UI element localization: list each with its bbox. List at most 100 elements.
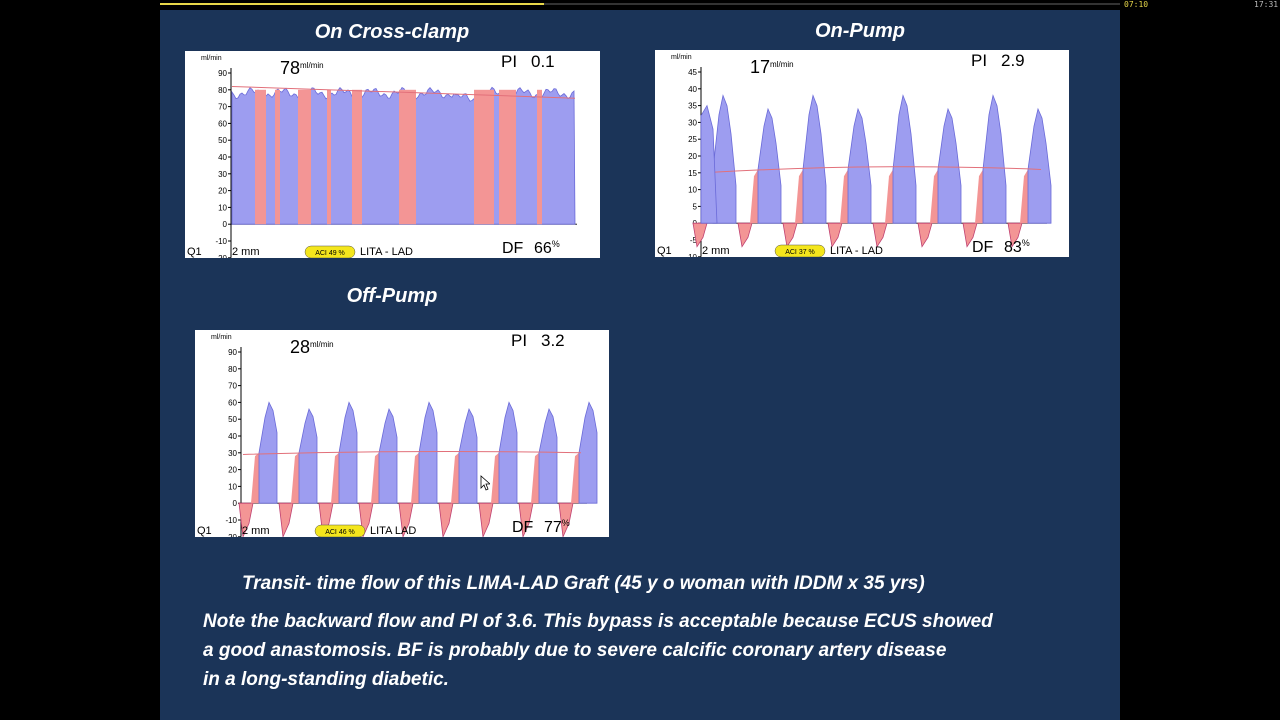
pi-value: 0.1 [531,52,555,71]
backflow-dip [1007,222,1023,248]
backflow-dip [438,502,454,537]
y-tick-label: 15 [688,169,697,178]
mean-flow-line [702,166,1042,174]
mean-flow-line [242,450,582,455]
df-value: 83% [1004,238,1030,256]
pi-value: 3.2 [541,331,565,350]
y-tick-label: 35 [688,102,697,111]
diastolic-segment [1020,169,1028,224]
current-time: 07:10 [1124,0,1149,9]
y-axis-unit: ml/min [211,334,232,341]
flow-chart-cross-clamp: 9080706050403020100-10-20ml/min78ml/minP… [185,51,600,258]
flow-chart-svg: 9080706050403020100-10-20ml/min28ml/minP… [197,331,598,537]
y-axis-unit: ml/min [671,54,692,61]
y-axis-unit: ml/min [201,55,222,62]
df-label: DF [512,519,534,536]
flow-chart-off-pump: 9080706050403020100-10-20ml/min28ml/minP… [195,330,609,537]
mean-flow-value: 17ml/min [750,57,794,77]
y-tick-label: 25 [688,135,697,144]
backflow-dip [737,222,753,248]
flow-chart-svg: 9080706050403020100-10-20ml/min78ml/minP… [187,52,577,258]
systolic-hump [498,401,518,504]
caption-line-2: Note the backward flow and PI of 3.6. Th… [203,611,993,632]
backflow-dip [962,222,978,248]
diastolic-stripe [352,89,362,225]
caption-line-1: Transit- time flow of this LIMA-LAD Graf… [242,573,925,594]
y-tick-label: 50 [218,136,227,145]
y-tick-label: 45 [688,68,697,77]
vessel-label: LITA LAD [370,525,416,537]
diastolic-segment [885,169,893,224]
df-label: DF [972,239,994,256]
chart-title-off-pump: Off-Pump [346,285,438,307]
y-tick-label: -10 [215,237,227,246]
backflow-dip [558,502,574,537]
diastolic-segment [331,452,339,504]
y-tick-label: 0 [233,499,238,508]
mean-flow-unit: ml/min [770,60,794,69]
video-player-bar: 07:10 17:31 [0,0,1280,10]
y-tick-label: 40 [228,432,237,441]
systolic-hump [892,94,917,224]
diastolic-segment [451,452,459,504]
systolic-hump [937,107,962,224]
mean-flow-number: 17 [750,57,770,77]
aci-badge-label: ACI 49 % [315,250,345,257]
diastolic-segment [491,452,499,504]
systolic-hump [418,401,438,504]
y-tick-label: 0 [223,220,228,229]
y-tick-label: 90 [228,348,237,357]
caption-line-4: in a long-standing diabetic. [203,669,449,690]
caption-line-3: a good anastomosis. BF is probably due t… [203,640,947,661]
chart-title-cross-clamp: On Cross-clamp [314,21,470,43]
df-value: 66% [534,239,560,257]
diastolic-segment [371,452,379,504]
mean-flow-value: 28ml/min [290,337,334,357]
progress-bar[interactable] [160,3,1120,5]
probe-size: 2 mm [242,525,270,537]
diastolic-stripe [327,89,331,225]
diastolic-stripe [537,89,542,225]
diastolic-segment [975,169,983,224]
backflow-dip [398,502,414,537]
backflow-dip [872,222,888,248]
diastolic-segment [930,169,938,224]
diastolic-stripe [255,89,266,225]
flow-waveform [692,94,1052,248]
y-tick-label: 80 [218,86,227,95]
aci-badge-label: ACI 37 % [785,249,815,256]
backflow-dip [518,502,534,537]
diastolic-stripe [474,89,494,225]
systolic-hump [982,94,1007,224]
y-tick-label: 40 [218,153,227,162]
flow-chart-svg: 454035302520151050-5-10ml/min17ml/minPI2… [657,51,1052,257]
mean-flow-unit: ml/min [300,61,324,70]
systolic-hump [298,408,318,504]
y-tick-label: 10 [218,203,227,212]
y-tick-label: -20 [225,533,237,537]
systolic-hump [578,401,598,504]
flow-waveform [231,85,576,225]
backflow-dip [917,222,933,248]
probe-channel: Q1 [187,246,202,258]
y-tick-label: 30 [218,170,227,179]
diastolic-segment [411,452,419,504]
diastolic-segment [291,452,299,504]
df-unit: % [1022,238,1030,248]
systolic-hump [538,408,558,504]
y-tick-label: 70 [228,382,237,391]
pi-label: PI [511,331,527,350]
y-tick-label: 60 [228,398,237,407]
pi-value: 2.9 [1001,51,1025,70]
y-tick-label: 10 [228,482,237,491]
y-tick-label: 70 [218,103,227,112]
aci-badge-label: ACI 46 % [325,529,355,536]
mean-flow-number: 28 [290,337,310,357]
y-tick-label: 30 [228,449,237,458]
diastolic-segment [251,452,259,504]
pi-label: PI [501,52,517,71]
y-tick-label: 40 [688,85,697,94]
mean-flow-number: 78 [280,58,300,78]
vessel-label: LITA - LAD [830,245,883,257]
df-label: DF [502,240,524,257]
